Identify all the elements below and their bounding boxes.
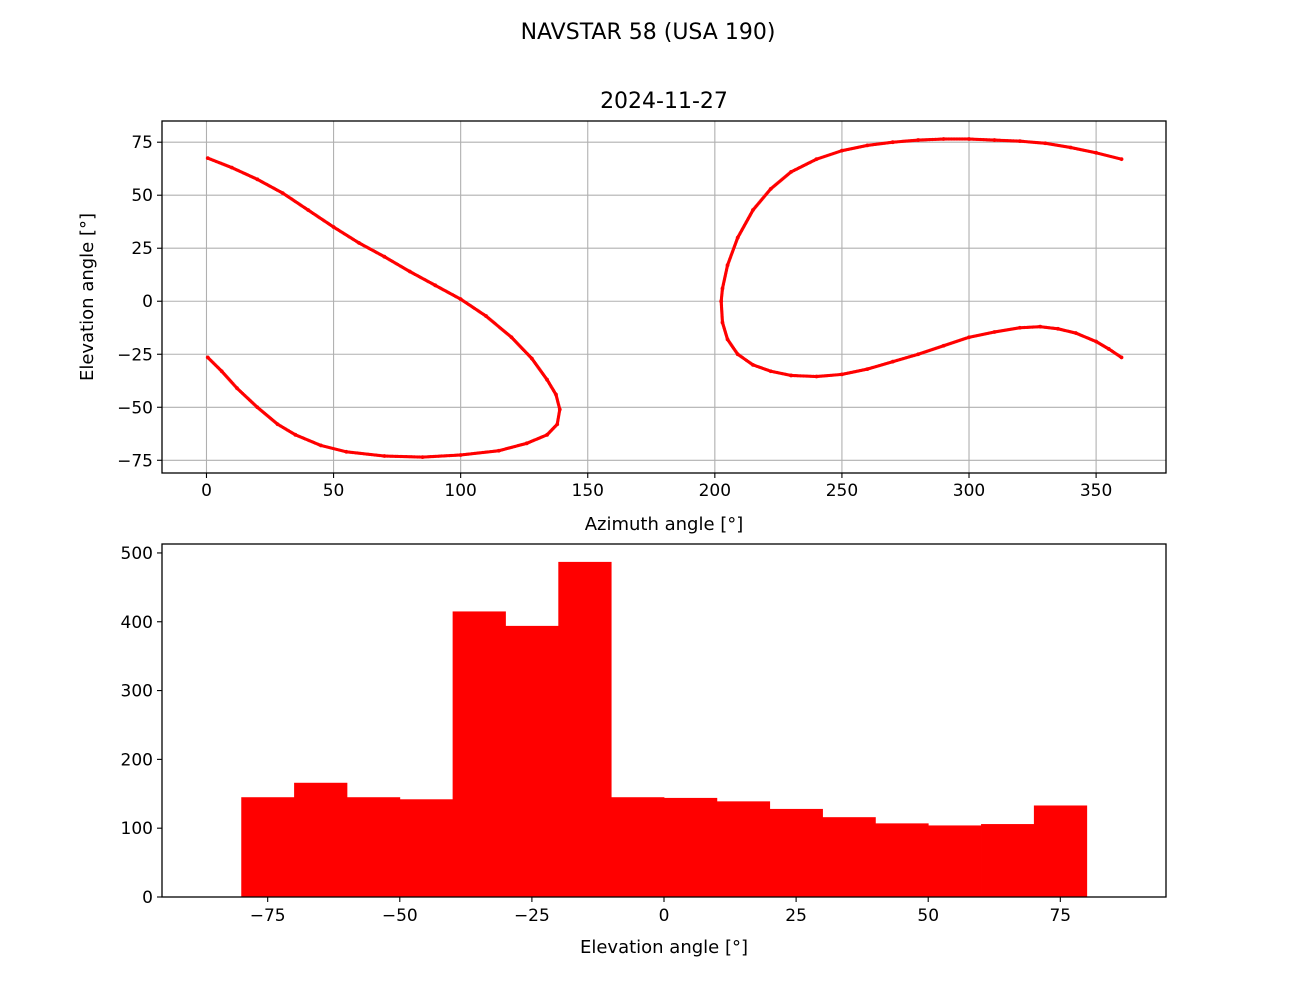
histogram-x-tick-label: 50 <box>917 906 939 926</box>
scatter-grid <box>162 121 1166 473</box>
histogram-bar <box>875 823 929 897</box>
histogram-y-tick-label: 200 <box>121 750 153 770</box>
scatter-y-tick-label: 50 <box>131 186 153 206</box>
scatter-y-ticks: −75 −50 −25 0 25 50 75 <box>117 133 162 471</box>
histogram-x-axis-label: Elevation angle [°] <box>580 937 748 958</box>
histogram-bar <box>981 824 1035 897</box>
scatter-x-tick-label: 0 <box>201 481 212 501</box>
figure-suptitle: NAVSTAR 58 (USA 190) <box>521 20 776 45</box>
histogram-bar <box>822 817 876 897</box>
histogram-x-tick-label: 0 <box>659 906 670 926</box>
histogram-y-ticks: 0 100 200 300 400 500 <box>121 544 162 908</box>
histogram-x-ticks: −75 −50 −25 0 25 50 75 <box>250 897 1071 926</box>
scatter-y-tick-label: −25 <box>117 345 153 365</box>
scatter-x-tick-label: 250 <box>826 481 858 501</box>
scatter-x-tick-label: 200 <box>699 481 731 501</box>
histogram-bar <box>558 561 612 897</box>
scatter-y-tick-label: 0 <box>142 292 153 312</box>
scatter-y-tick-label: −75 <box>117 451 153 471</box>
histogram-bar <box>452 611 506 897</box>
histogram-bar <box>505 625 559 897</box>
scatter-frame <box>161 120 1167 474</box>
histogram-y-tick-label: 300 <box>121 682 153 702</box>
scatter-y-tick-label: 25 <box>131 239 153 259</box>
histogram-bar <box>928 825 982 897</box>
histogram-x-tick-label: −75 <box>250 906 286 926</box>
histogram-x-tick-label: 25 <box>785 906 807 926</box>
histogram-bar <box>716 801 771 897</box>
scatter-x-tick-label: 150 <box>572 481 604 501</box>
histogram-subplot: −75 −50 −25 0 25 50 75 0 100 200 300 400 500 Elevat… <box>121 543 1167 958</box>
histogram-bar <box>664 797 718 897</box>
histogram-bar <box>346 797 401 897</box>
histogram-bar <box>241 797 295 897</box>
histogram-x-tick-label: −50 <box>382 906 418 926</box>
scatter-subplot: 2024-11-27 0 50 100 150 200 250 300 350 −75−50−… <box>77 89 1167 535</box>
histogram-y-tick-label: 500 <box>121 544 153 564</box>
scatter-point <box>205 355 210 360</box>
scatter-point <box>1119 355 1124 360</box>
scatter-series-2 <box>719 137 1124 379</box>
histogram-y-tick-label: 100 <box>121 819 153 839</box>
histogram-y-tick-label: 400 <box>121 613 153 633</box>
scatter-y-tick-label: −50 <box>117 398 153 418</box>
scatter-x-tick-label: 350 <box>1080 481 1112 501</box>
scatter-x-ticks: 0 50 100 150 200 250 300 350 <box>201 473 1112 501</box>
scatter-x-tick-label: 100 <box>444 481 476 501</box>
histogram-bar <box>1033 805 1088 897</box>
scatter-y-tick-label: 75 <box>131 133 153 153</box>
histogram-y-tick-label: 0 <box>142 888 153 908</box>
scatter-series-1 <box>205 156 562 459</box>
scatter-x-axis-label: Azimuth angle [°] <box>585 514 744 535</box>
scatter-points <box>205 137 1124 459</box>
histogram-bars <box>241 561 1088 897</box>
scatter-x-tick-label: 300 <box>953 481 985 501</box>
histogram-bar <box>769 808 823 897</box>
histogram-x-tick-label: 75 <box>1049 906 1071 926</box>
histogram-bar <box>294 782 348 897</box>
histogram-bar <box>611 797 665 897</box>
scatter-title: 2024-11-27 <box>600 89 728 114</box>
histogram-bar <box>399 799 454 897</box>
histogram-x-tick-label: −25 <box>514 906 550 926</box>
scatter-x-tick-label: 50 <box>323 481 345 501</box>
scatter-y-axis-label: Elevation angle [°] <box>77 213 98 381</box>
